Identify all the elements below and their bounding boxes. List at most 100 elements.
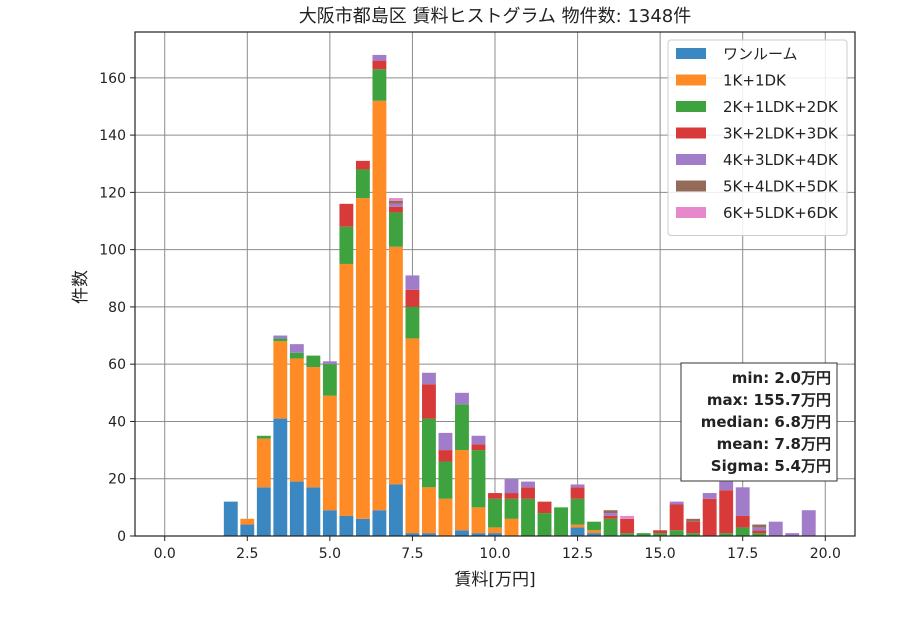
bar-segment bbox=[521, 487, 535, 499]
bar-segment bbox=[256, 438, 271, 488]
bar-segment bbox=[620, 515, 635, 519]
legend-swatch bbox=[676, 48, 706, 59]
bar-segment bbox=[504, 493, 519, 499]
bar-segment bbox=[719, 490, 734, 534]
bar-segment bbox=[785, 533, 800, 536]
x-tick-label: 7.5 bbox=[401, 546, 423, 562]
bar-segment bbox=[603, 515, 618, 519]
bar-segment bbox=[223, 501, 238, 536]
stats-line: max: 155.7万円 bbox=[707, 391, 831, 409]
bar-segment bbox=[735, 515, 750, 528]
bar-segment bbox=[372, 60, 387, 70]
bar-segment bbox=[587, 533, 602, 536]
bar-segment bbox=[719, 481, 734, 491]
bar-segment bbox=[471, 435, 486, 445]
bar-segment bbox=[355, 198, 370, 519]
legend: ワンルーム 1K+1DK 2K+1LDK+2DK 3K+2LDK+3DK 4K+3LDK… bbox=[667, 39, 848, 236]
bar-segment bbox=[322, 364, 337, 396]
bar-segment bbox=[570, 498, 585, 525]
bar-segment bbox=[620, 518, 635, 534]
bar-segment bbox=[405, 338, 420, 534]
bar-segment bbox=[735, 527, 750, 536]
bar-segment bbox=[686, 533, 701, 536]
bar-segment bbox=[471, 444, 486, 451]
bar-segment bbox=[422, 372, 436, 385]
legend-label: 5K+4LDK+5DK bbox=[723, 178, 839, 196]
bar-segment bbox=[388, 212, 403, 247]
y-tick-label: 160 bbox=[99, 71, 126, 87]
bar-segment bbox=[702, 493, 717, 499]
x-tick-label: 17.5 bbox=[727, 546, 758, 562]
chart-title: 大阪市都島区 賃料ヒストグラム 物件数: 1348件 bbox=[299, 6, 692, 27]
bar-segment bbox=[455, 392, 469, 405]
bar-segment bbox=[521, 481, 535, 488]
bar-segment bbox=[488, 498, 502, 528]
y-tick-label: 40 bbox=[108, 414, 126, 430]
bar-segment bbox=[339, 263, 354, 516]
bar-segment bbox=[240, 518, 255, 525]
bar-segment bbox=[372, 54, 387, 61]
axes: 0.0 2.5 5.0 7.5 10.0 12.5 15.0 17.5 20.0 0 20 40 60 8… bbox=[99, 31, 856, 562]
bar-segment bbox=[752, 524, 767, 528]
y-axis-label: 件数 bbox=[71, 270, 91, 304]
legend-label: 3K+2LDK+3DK bbox=[723, 125, 839, 143]
bar-segment bbox=[256, 435, 271, 439]
stats-box: min: 2.0万円 max: 155.7万円 median: 6.8万円 mean:… bbox=[680, 362, 838, 482]
bar-segment bbox=[372, 100, 387, 511]
bar-segment bbox=[702, 498, 717, 536]
bar-segment bbox=[455, 450, 469, 531]
bar-segment bbox=[620, 533, 635, 536]
legend-label: ワンルーム bbox=[723, 45, 798, 63]
legend-swatch bbox=[676, 101, 706, 112]
bar-segment bbox=[570, 527, 585, 536]
bar-segment bbox=[322, 510, 337, 536]
bar-segment bbox=[306, 355, 321, 368]
x-tick-label: 0.0 bbox=[154, 546, 176, 562]
bar-segment bbox=[405, 533, 420, 536]
bar-segment bbox=[372, 69, 387, 101]
bar-segment bbox=[306, 487, 321, 536]
bar-segment bbox=[504, 518, 519, 536]
bar-segment bbox=[570, 484, 585, 488]
x-tick-label: 20.0 bbox=[810, 546, 841, 562]
bar-segment bbox=[339, 203, 354, 227]
stats-line: mean: 7.8万円 bbox=[717, 435, 831, 453]
y-tick-label: 140 bbox=[99, 128, 126, 144]
bar-segment bbox=[240, 524, 255, 536]
bar-segment bbox=[289, 352, 304, 359]
bar-segment bbox=[339, 515, 354, 536]
y-tick-label: 120 bbox=[99, 185, 126, 201]
y-tick-label: 60 bbox=[108, 357, 126, 373]
bar-segment bbox=[422, 533, 436, 536]
stats-line: min: 2.0万円 bbox=[732, 369, 831, 387]
legend-swatch bbox=[676, 127, 706, 139]
bar-segment bbox=[289, 358, 304, 482]
bar-segment bbox=[355, 169, 370, 199]
bar-segment bbox=[554, 507, 568, 536]
bar-segment bbox=[388, 203, 403, 207]
x-tick-label: 15.0 bbox=[645, 546, 676, 562]
bar-segment bbox=[372, 510, 387, 536]
bar-segment bbox=[388, 246, 403, 485]
legend-label: 2K+1LDK+2DK bbox=[723, 98, 839, 116]
bar-segment bbox=[603, 510, 618, 514]
bar-segment bbox=[455, 404, 469, 451]
bar-segment bbox=[438, 432, 453, 451]
bar-segment bbox=[570, 524, 585, 528]
bar-segment bbox=[537, 513, 552, 536]
bar-segment bbox=[587, 521, 602, 531]
y-tick-label: 0 bbox=[117, 529, 126, 545]
bar-segment bbox=[405, 275, 420, 290]
bar-segment bbox=[422, 487, 436, 534]
bar-segment bbox=[504, 498, 519, 519]
bar-segment bbox=[256, 487, 271, 536]
bar-segment bbox=[306, 367, 321, 488]
bar-segment bbox=[653, 530, 668, 534]
legend-swatch bbox=[676, 180, 706, 192]
bar-segment bbox=[339, 226, 354, 264]
bar-segment bbox=[669, 504, 684, 531]
bar-segment bbox=[289, 481, 304, 536]
bar-segment bbox=[388, 198, 403, 201]
legend-box bbox=[667, 39, 848, 236]
